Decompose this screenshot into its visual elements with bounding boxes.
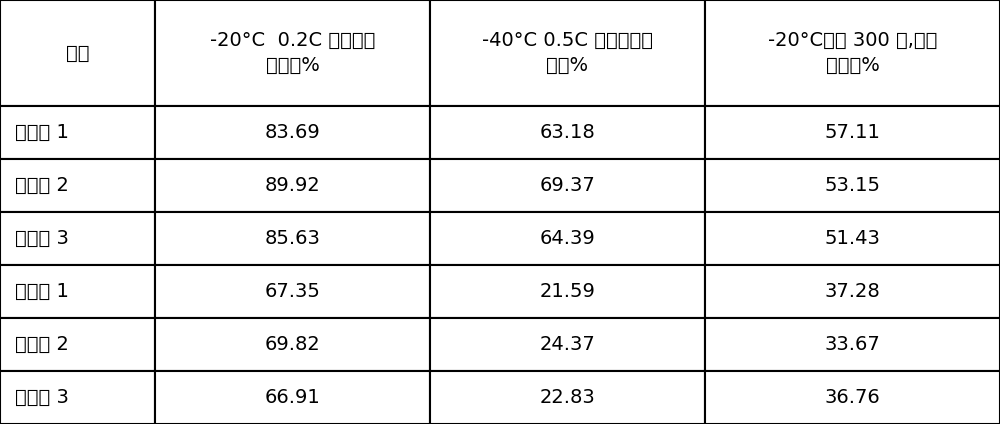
Text: 24.37: 24.37 xyxy=(540,335,595,354)
Bar xyxy=(430,0,705,106)
Bar xyxy=(155,265,430,318)
Bar xyxy=(155,318,430,371)
Bar xyxy=(155,371,430,424)
Text: 对比例 1: 对比例 1 xyxy=(15,282,69,301)
Text: 53.15: 53.15 xyxy=(824,176,881,195)
Bar xyxy=(430,318,705,371)
Text: 85.63: 85.63 xyxy=(265,229,320,248)
Text: -20°C循环 300 次,容量
保持率%: -20°C循环 300 次,容量 保持率% xyxy=(768,31,937,75)
Bar xyxy=(430,212,705,265)
Text: 对比例 2: 对比例 2 xyxy=(15,335,69,354)
Text: 对比例 3: 对比例 3 xyxy=(15,388,69,407)
Text: 33.67: 33.67 xyxy=(825,335,880,354)
Text: 实施例 2: 实施例 2 xyxy=(15,176,69,195)
Bar xyxy=(0,212,155,265)
Bar xyxy=(430,265,705,318)
Bar xyxy=(430,159,705,212)
Bar xyxy=(0,265,155,318)
Bar xyxy=(430,371,705,424)
Text: -40°C 0.5C 充电恒流冲
入比%: -40°C 0.5C 充电恒流冲 入比% xyxy=(482,31,653,75)
Bar xyxy=(155,106,430,159)
Text: 83.69: 83.69 xyxy=(265,123,320,142)
Bar xyxy=(155,212,430,265)
Text: 67.35: 67.35 xyxy=(265,282,320,301)
Text: 项目: 项目 xyxy=(66,44,89,62)
Text: 69.82: 69.82 xyxy=(265,335,320,354)
Bar xyxy=(0,159,155,212)
Bar xyxy=(155,0,430,106)
Bar xyxy=(430,106,705,159)
Bar xyxy=(705,106,1000,159)
Text: -20°C  0.2C 充电恒流
冲入比%: -20°C 0.2C 充电恒流 冲入比% xyxy=(210,31,375,75)
Text: 36.76: 36.76 xyxy=(825,388,880,407)
Text: 57.11: 57.11 xyxy=(825,123,880,142)
Bar xyxy=(705,0,1000,106)
Bar xyxy=(705,212,1000,265)
Text: 89.92: 89.92 xyxy=(265,176,320,195)
Text: 实施例 3: 实施例 3 xyxy=(15,229,69,248)
Bar xyxy=(705,371,1000,424)
Bar xyxy=(705,318,1000,371)
Text: 66.91: 66.91 xyxy=(265,388,320,407)
Text: 69.37: 69.37 xyxy=(540,176,595,195)
Text: 64.39: 64.39 xyxy=(540,229,595,248)
Bar xyxy=(705,265,1000,318)
Bar xyxy=(705,159,1000,212)
Text: 63.18: 63.18 xyxy=(540,123,595,142)
Text: 37.28: 37.28 xyxy=(825,282,880,301)
Text: 实施例 1: 实施例 1 xyxy=(15,123,69,142)
Text: 22.83: 22.83 xyxy=(540,388,595,407)
Bar xyxy=(0,371,155,424)
Bar xyxy=(155,159,430,212)
Bar xyxy=(0,0,155,106)
Bar xyxy=(0,318,155,371)
Bar xyxy=(0,106,155,159)
Text: 51.43: 51.43 xyxy=(825,229,880,248)
Text: 21.59: 21.59 xyxy=(540,282,595,301)
